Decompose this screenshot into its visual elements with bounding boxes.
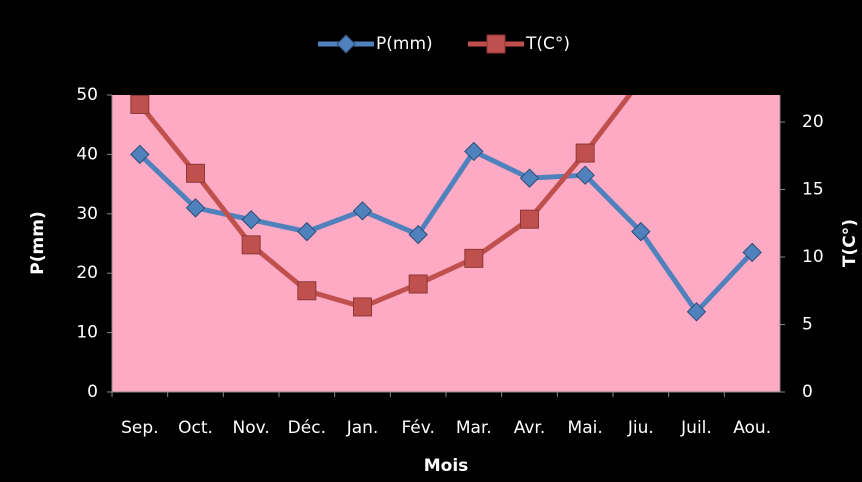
legend-marker (336, 34, 356, 54)
data-point (130, 144, 150, 165)
x-tick-label: Oct. (178, 418, 213, 438)
series-line (138, 148, 754, 315)
y2-tick-label: 10 (802, 247, 824, 267)
data-point (519, 168, 540, 188)
y2-tick-label: 15 (802, 180, 824, 200)
legend-label: P(mm) (376, 34, 433, 54)
data-point (408, 224, 428, 245)
x-tick-label: Juil. (680, 418, 712, 438)
plot-area (112, 95, 780, 392)
x-tick-label: Sep. (121, 418, 158, 438)
data-point (464, 248, 484, 268)
data-point (130, 95, 150, 114)
y-tick-label: 30 (76, 204, 98, 224)
x-tick-label: Aou. (733, 418, 771, 438)
x-tick-label: Mar. (456, 418, 492, 438)
data-point (186, 163, 205, 183)
legend-marker (486, 34, 506, 54)
data-point (241, 210, 261, 230)
y2-tick-label: 5 (802, 315, 813, 335)
x-tick-label: Jan. (346, 418, 379, 438)
x-tick-label: Déc. (288, 418, 326, 438)
x-tick-label: Nov. (233, 418, 270, 438)
legend-label: T(C°) (525, 34, 570, 54)
data-point (686, 302, 707, 322)
x-tick-label: Fév. (401, 418, 434, 438)
data-point (241, 235, 261, 255)
y2-tick-label: 0 (802, 382, 813, 402)
data-point (464, 141, 484, 162)
data-point (742, 242, 762, 263)
data-point (520, 209, 539, 229)
data-point (408, 274, 428, 294)
x-tick-label: Avr. (514, 418, 546, 438)
data-point (297, 281, 317, 301)
data-point (352, 201, 373, 221)
data-point (632, 71, 650, 89)
data-point (185, 198, 206, 218)
y-axis-title: P(mm) (28, 211, 48, 274)
y2-tick-label: 20 (802, 112, 824, 132)
data-point (353, 297, 372, 317)
data-point (575, 143, 595, 163)
x-tick-label: Mai. (568, 418, 603, 438)
y2-axis-title: T(C°) (840, 219, 860, 267)
data-point (297, 221, 317, 242)
x-axis-title: Mois (424, 456, 469, 476)
series-line (137, 95, 633, 310)
y-tick-label: 0 (87, 382, 98, 402)
data-point (575, 165, 595, 185)
y-tick-label: 20 (76, 263, 98, 283)
y-tick-label: 50 (76, 85, 98, 105)
x-tick-label: Jiu. (627, 418, 654, 438)
y-tick-label: 10 (76, 323, 98, 343)
data-point (631, 221, 651, 242)
y-tick-label: 40 (76, 144, 98, 164)
